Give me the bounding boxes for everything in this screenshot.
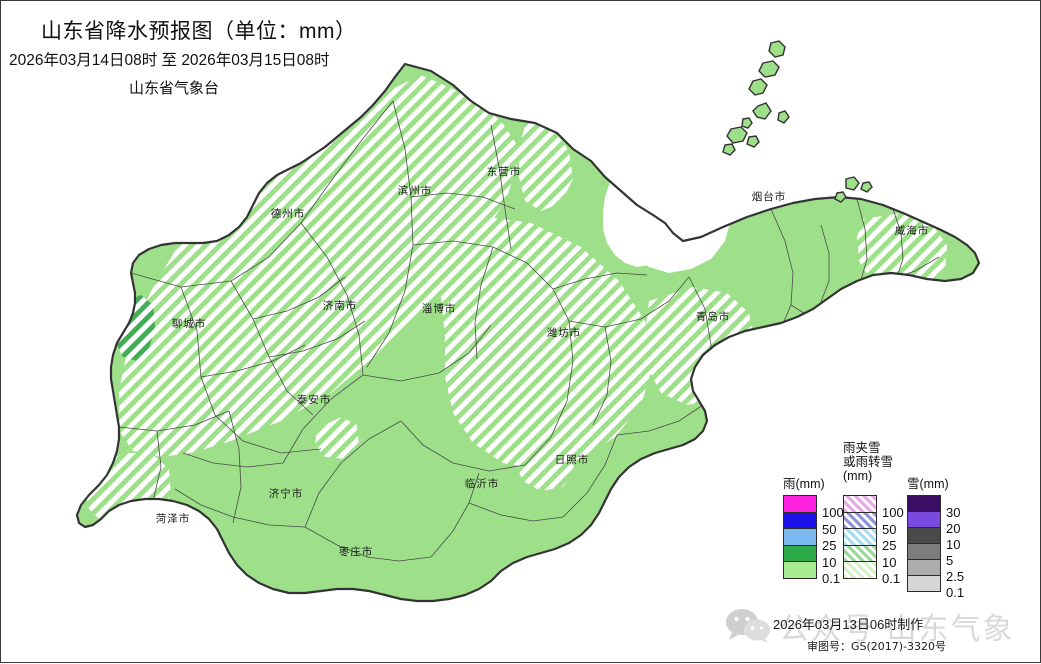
legend-swatch-snow-30: 30	[907, 495, 960, 520]
legend-column-snow: 雪(mm) 30 20 10 5 2.5 0.1	[907, 477, 964, 600]
city-label: 威海市	[895, 224, 930, 237]
legend-header-rain: 雨(mm)	[783, 477, 825, 491]
legend-label-sleet-0.1: 0.1	[882, 571, 901, 586]
legend-label-snow-5: 5	[946, 553, 954, 568]
city-labels: 德州市 滨州市 东营市 聊城市 济南市 淄博市 潍坊市 青岛市 烟台市 威海市 …	[156, 165, 930, 558]
legend-label-rain-0.1: 0.1	[822, 571, 841, 586]
legend-label-rain-25: 25	[822, 538, 837, 553]
legend-label-snow-0.1: 0.1	[946, 585, 965, 600]
legend-swatch-snow-10: 10	[907, 527, 960, 552]
legend-header-snow: 雪(mm)	[907, 477, 949, 491]
approval-number-label: 审图号：GS(2017)-3320号	[807, 640, 947, 653]
city-label: 青岛市	[696, 310, 731, 323]
legend-label-snow-2.5: 2.5	[946, 569, 965, 584]
legend-label-rain-50: 50	[822, 521, 837, 537]
legend-swatch-rain-100: 100	[783, 495, 844, 520]
legend-label-sleet-50: 50	[882, 521, 897, 537]
legend-header-sleet-line3: (mm)	[843, 469, 873, 483]
legend-label-sleet-10: 10	[882, 554, 897, 570]
miaodao-islands	[722, 40, 873, 203]
city-label: 菏泽市	[156, 512, 191, 525]
legend-header-sleet-line1: 雨夹雪	[843, 441, 881, 455]
legend-label-snow-20: 20	[946, 521, 961, 536]
city-label: 聊城市	[172, 317, 207, 330]
city-label: 泰安市	[297, 393, 332, 406]
legend: 雨(mm) 100 50 25 10 0.1 雨	[783, 441, 964, 606]
page-title: 山东省降水预报图（单位：mm）	[41, 20, 357, 43]
city-label: 临沂市	[465, 477, 500, 490]
legend-swatch-snow-0.1: 0.1	[907, 575, 964, 600]
city-label: 济南市	[323, 299, 358, 312]
legend-swatch-rain-0.1: 0.1	[783, 561, 840, 586]
legend-label-snow-30: 30	[946, 505, 961, 520]
legend-label-sleet-100: 100	[882, 505, 904, 520]
city-label: 济宁市	[269, 487, 304, 500]
city-label: 滨州市	[398, 184, 433, 197]
jiaozhou-bay	[693, 357, 727, 397]
legend-column-rain: 雨(mm) 100 50 25 10 0.1	[783, 477, 844, 586]
legend-swatch-snow-5: 5	[907, 543, 953, 568]
legend-label-snow-10: 10	[946, 537, 961, 552]
city-label: 淄博市	[422, 302, 457, 315]
issuer-label: 山东省气象台	[129, 79, 220, 97]
legend-swatch-rain-50: 50	[783, 511, 836, 537]
made-time-label: 2026年03月13日06时制作	[773, 617, 924, 632]
city-label: 东营市	[487, 165, 522, 178]
legend-swatch-rain-25: 25	[783, 528, 836, 553]
forecast-period: 2026年03月14日08时 至 2026年03月15日08时	[9, 52, 330, 69]
city-label: 德州市	[271, 207, 306, 220]
laizhou-bay	[603, 157, 731, 273]
city-label: 枣庄市	[339, 545, 374, 558]
legend-swatch-sleet-100: 100	[843, 495, 904, 520]
legend-swatch-snow-20: 20	[907, 511, 960, 536]
legend-swatch-snow-2.5: 2.5	[907, 559, 964, 584]
legend-swatch-rain-10: 10	[783, 544, 836, 570]
prefecture-boundaries	[118, 100, 940, 562]
legend-label-sleet-25: 25	[882, 538, 897, 553]
city-label: 日照市	[555, 453, 590, 466]
legend-swatch-sleet-50: 50	[843, 511, 896, 537]
legend-label-rain-10: 10	[822, 554, 837, 570]
legend-swatch-sleet-25: 25	[843, 528, 896, 553]
legend-column-sleet: 雨夹雪 或雨转雪 (mm) 100 50 25 10 0.1	[843, 441, 904, 586]
legend-swatch-sleet-0.1: 0.1	[843, 561, 900, 586]
legend-label-rain-100: 100	[822, 505, 844, 520]
city-label: 烟台市	[752, 190, 787, 203]
province-outline	[75, 62, 981, 603]
city-label: 潍坊市	[547, 326, 582, 339]
legend-header-sleet-line2: 或雨转雪	[843, 455, 894, 469]
legend-swatch-sleet-10: 10	[843, 544, 896, 570]
